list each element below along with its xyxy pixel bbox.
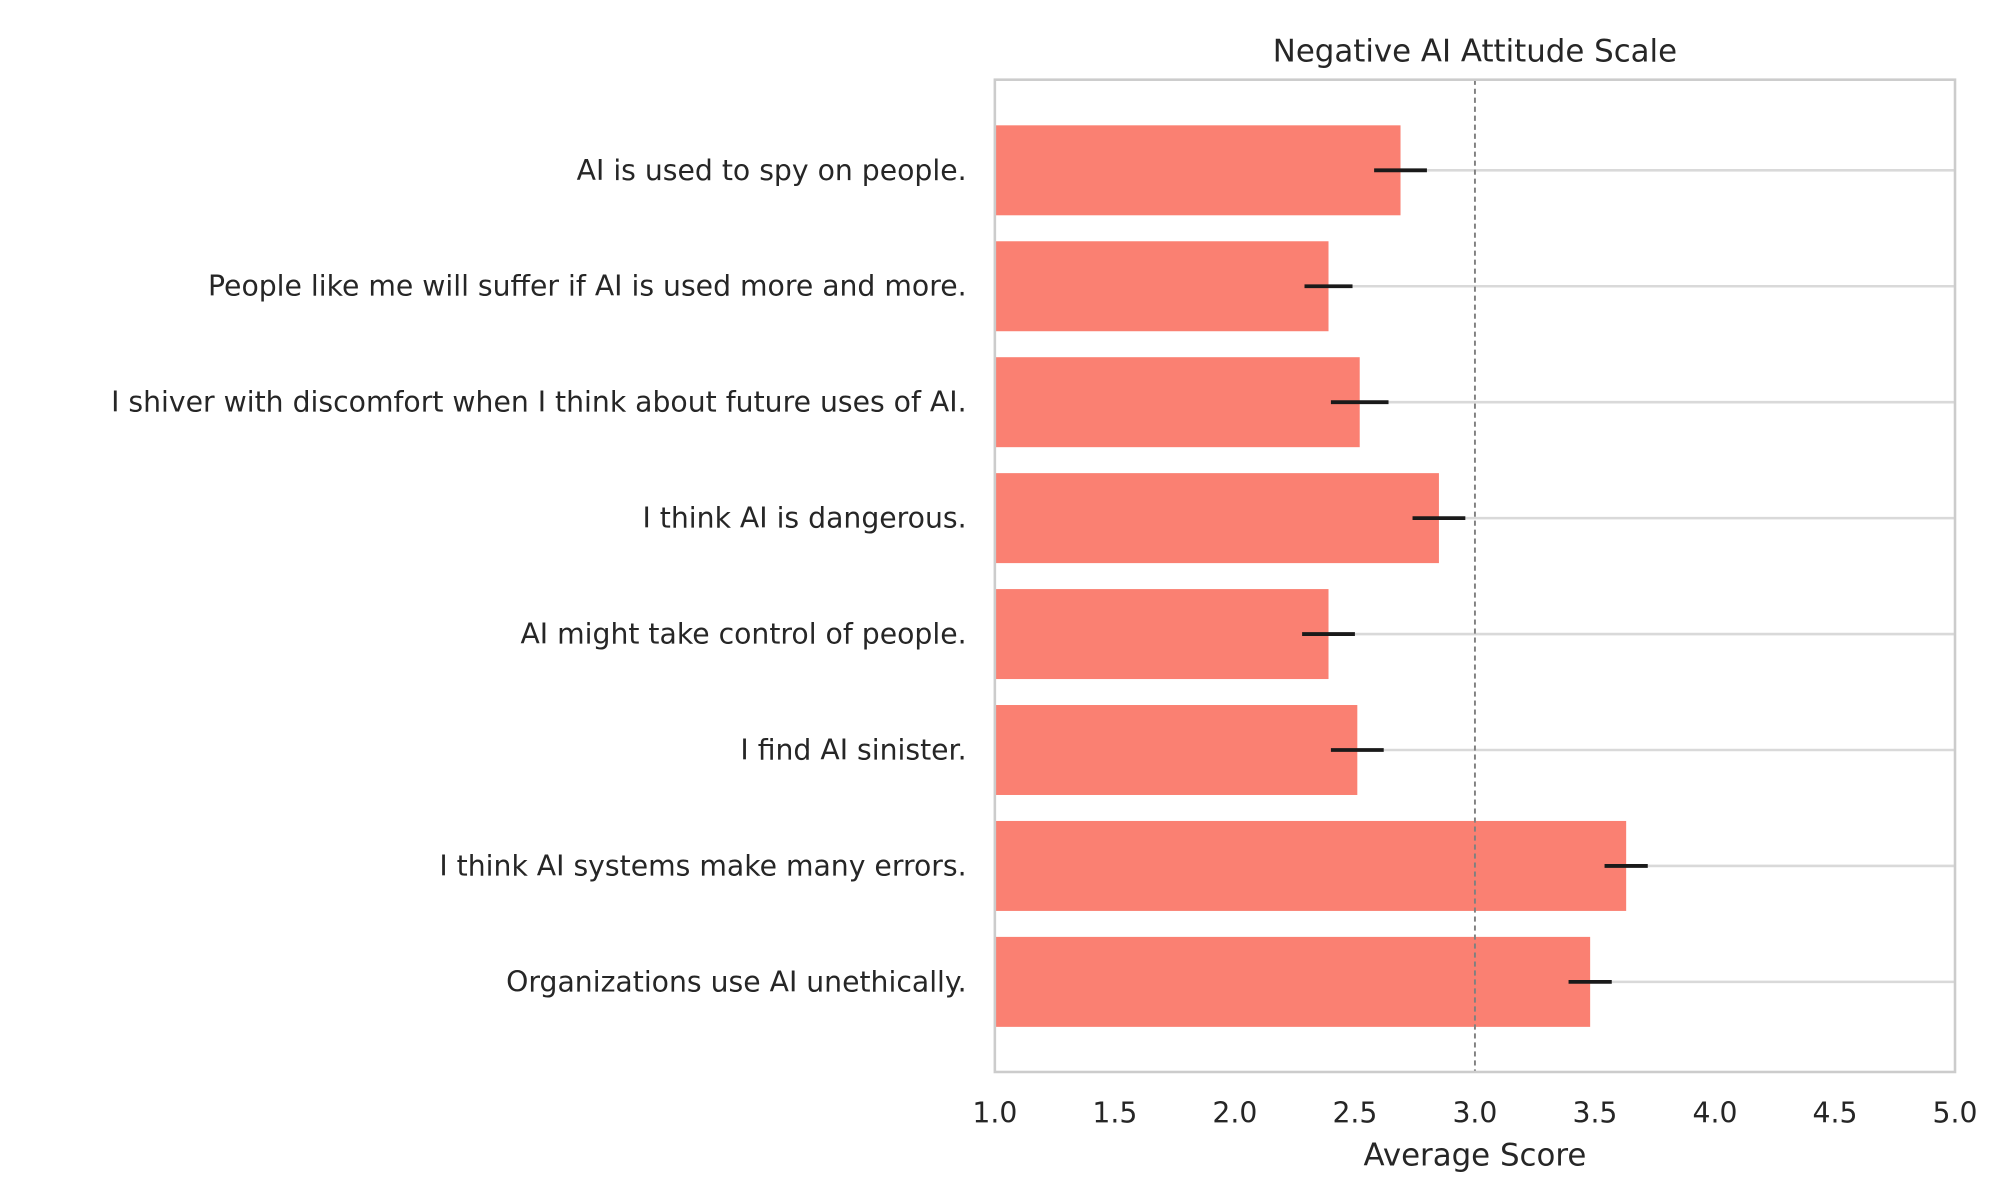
bar bbox=[994, 357, 1360, 448]
category-label: People like me will suffer if AI is used… bbox=[208, 270, 967, 303]
x-tick-label: 5.0 bbox=[1933, 1097, 1978, 1130]
x-tick-label: 4.5 bbox=[1813, 1097, 1858, 1130]
bar bbox=[994, 473, 1439, 564]
category-label: I think AI systems make many errors. bbox=[439, 849, 966, 882]
category-label: I think AI is dangerous. bbox=[642, 502, 966, 535]
x-tick-label: 4.0 bbox=[1692, 1097, 1737, 1130]
category-label: Organizations use AI unethically. bbox=[506, 965, 966, 998]
category-label: AI is used to spy on people. bbox=[577, 154, 967, 187]
x-axis-label: Average Score bbox=[1364, 1138, 1587, 1174]
bar bbox=[994, 589, 1329, 680]
category-label: AI might take control of people. bbox=[520, 618, 966, 651]
category-labels: AI is used to spy on people. People like … bbox=[111, 154, 966, 999]
plot-frame bbox=[993, 78, 1957, 1074]
chart-title: Negative AI Attitude Scale bbox=[1273, 34, 1677, 70]
bars bbox=[994, 125, 1627, 1027]
bar bbox=[994, 125, 1401, 216]
x-tick-label: 2.5 bbox=[1332, 1097, 1377, 1130]
x-tick-label: 2.0 bbox=[1212, 1097, 1257, 1130]
x-tick-label: 3.0 bbox=[1452, 1097, 1497, 1130]
x-axis-ticks: 1.0 1.5 2.0 2.5 3.0 3.5 4.0 4.5 5.0 bbox=[972, 1097, 1977, 1130]
category-label: I find AI sinister. bbox=[740, 734, 966, 767]
category-label: I shiver with discomfort when I think ab… bbox=[111, 386, 966, 419]
x-tick-label: 1.5 bbox=[1092, 1097, 1137, 1130]
bar bbox=[994, 705, 1358, 795]
x-tick-label: 1.0 bbox=[972, 1097, 1017, 1130]
bar bbox=[994, 936, 1591, 1027]
error-bars bbox=[1302, 168, 1648, 984]
bar bbox=[994, 241, 1329, 332]
x-tick-label: 3.5 bbox=[1572, 1097, 1617, 1130]
bar bbox=[994, 820, 1627, 911]
